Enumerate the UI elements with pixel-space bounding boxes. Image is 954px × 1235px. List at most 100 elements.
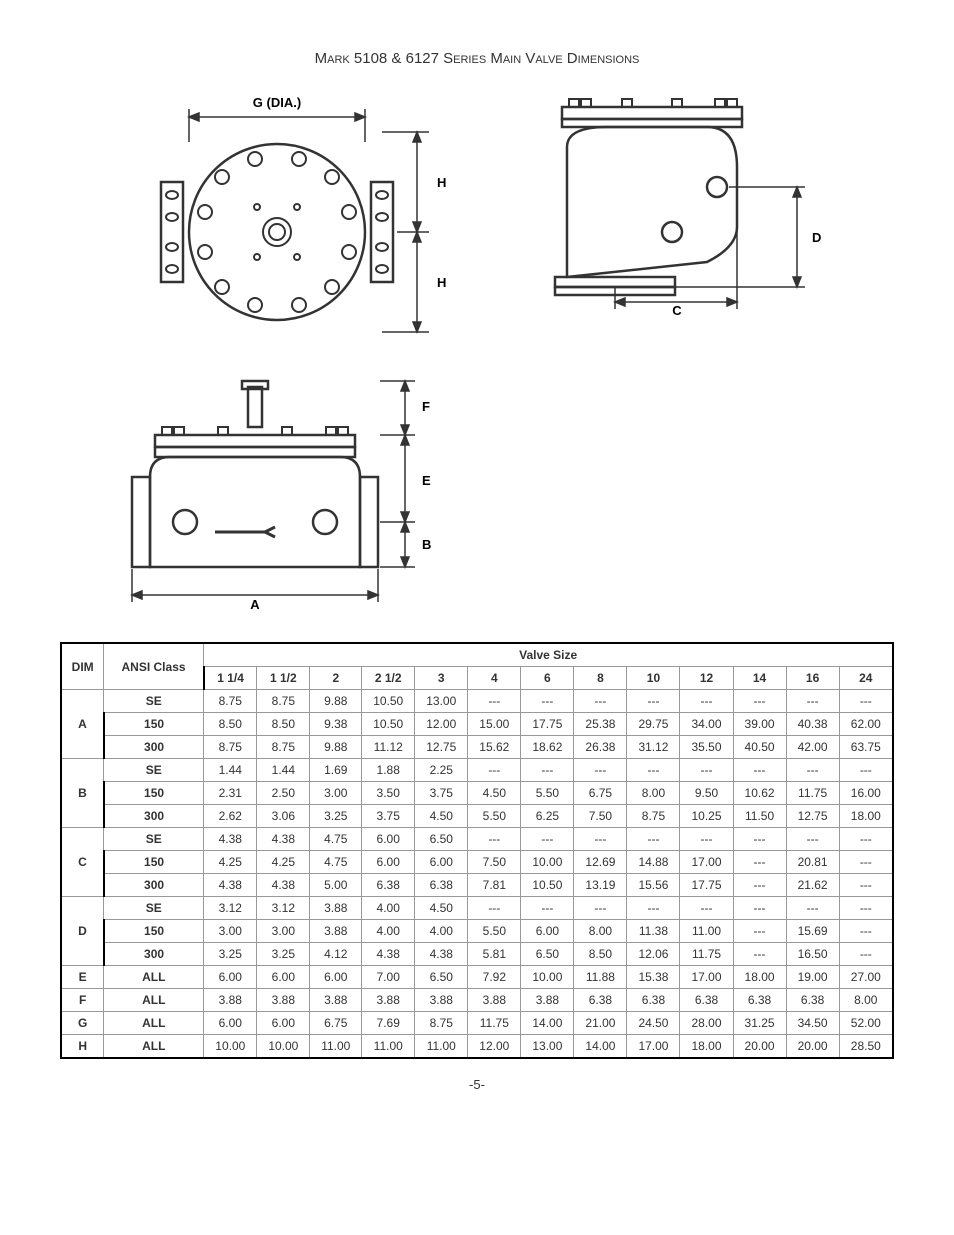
cell-value: --- <box>786 828 839 851</box>
cell-value: 62.00 <box>839 713 893 736</box>
cell-class: SE <box>104 759 204 782</box>
cell-value: --- <box>680 828 733 851</box>
cell-value: --- <box>839 874 893 897</box>
cell-value: 12.75 <box>786 805 839 828</box>
cell-value: 6.50 <box>521 943 574 966</box>
cell-value: 2.62 <box>204 805 257 828</box>
cell-value: 8.50 <box>574 943 627 966</box>
cell-dim: E <box>61 966 104 989</box>
figure-angle-view: C D <box>507 87 837 317</box>
cell-value: 31.25 <box>733 1012 786 1035</box>
cell-value: 3.12 <box>257 897 310 920</box>
cell-value: 11.75 <box>786 782 839 805</box>
header-size: 2 <box>310 667 362 690</box>
cell-value: 5.50 <box>521 782 574 805</box>
figure-top-view: G (DIA.) H H <box>117 87 447 347</box>
cell-value: 10.50 <box>521 874 574 897</box>
cell-value: 6.00 <box>362 828 415 851</box>
cell-value: 3.50 <box>362 782 415 805</box>
cell-class: ALL <box>104 1012 204 1035</box>
cell-value: 3.12 <box>204 897 257 920</box>
cell-value: --- <box>839 828 893 851</box>
cell-value: 21.00 <box>574 1012 627 1035</box>
cell-value: 63.75 <box>839 736 893 759</box>
cell-value: --- <box>733 874 786 897</box>
cell-value: 4.75 <box>310 851 362 874</box>
cell-value: --- <box>839 943 893 966</box>
cell-value: 18.00 <box>680 1035 733 1059</box>
cell-dim: D <box>61 897 104 966</box>
cell-value: --- <box>468 690 521 713</box>
cell-class: 300 <box>104 943 204 966</box>
cell-value: 17.75 <box>521 713 574 736</box>
header-size: 6 <box>521 667 574 690</box>
cell-value: 10.50 <box>362 690 415 713</box>
cell-value: --- <box>839 759 893 782</box>
cell-value: 12.00 <box>415 713 468 736</box>
cell-value: --- <box>839 851 893 874</box>
header-class: ANSI Class <box>104 643 204 690</box>
cell-value: 40.38 <box>786 713 839 736</box>
cell-value: --- <box>521 759 574 782</box>
cell-value: 6.75 <box>310 1012 362 1035</box>
cell-value: 12.75 <box>415 736 468 759</box>
cell-value: 11.75 <box>468 1012 521 1035</box>
cell-value: 4.38 <box>257 874 310 897</box>
cell-value: --- <box>733 690 786 713</box>
header-size: 14 <box>733 667 786 690</box>
cell-value: 6.38 <box>627 989 680 1012</box>
label-d: D <box>812 230 821 245</box>
cell-value: 3.88 <box>310 989 362 1012</box>
cell-value: 18.00 <box>839 805 893 828</box>
cell-dim: C <box>61 828 104 897</box>
cell-value: 17.00 <box>680 966 733 989</box>
cell-value: 12.69 <box>574 851 627 874</box>
page-title: Mark 5108 & 6127 Series Main Valve Dimen… <box>60 50 894 67</box>
cell-value: 7.81 <box>468 874 521 897</box>
cell-value: 3.88 <box>310 897 362 920</box>
cell-value: --- <box>468 828 521 851</box>
header-size: 4 <box>468 667 521 690</box>
cell-value: 11.50 <box>733 805 786 828</box>
cell-value: --- <box>733 851 786 874</box>
cell-dim: G <box>61 1012 104 1035</box>
cell-value: 9.88 <box>310 736 362 759</box>
cell-dim: F <box>61 989 104 1012</box>
cell-value: 6.38 <box>680 989 733 1012</box>
label-b: B <box>422 537 431 552</box>
cell-value: 3.88 <box>257 989 310 1012</box>
cell-value: 4.50 <box>415 805 468 828</box>
cell-value: --- <box>733 897 786 920</box>
cell-value: 3.25 <box>257 943 310 966</box>
page-number: -5- <box>60 1077 894 1092</box>
cell-value: 7.00 <box>362 966 415 989</box>
cell-value: 10.00 <box>204 1035 257 1059</box>
label-c: C <box>672 303 682 317</box>
cell-value: --- <box>786 759 839 782</box>
cell-value: 3.25 <box>204 943 257 966</box>
label-h2: H <box>437 275 446 290</box>
cell-value: 7.69 <box>362 1012 415 1035</box>
cell-value: 7.50 <box>574 805 627 828</box>
cell-value: 21.62 <box>786 874 839 897</box>
cell-value: 4.38 <box>415 943 468 966</box>
cell-value: 9.50 <box>680 782 733 805</box>
cell-value: 6.38 <box>362 874 415 897</box>
cell-value: 6.00 <box>362 851 415 874</box>
cell-value: 15.38 <box>627 966 680 989</box>
cell-value: --- <box>839 690 893 713</box>
cell-value: 4.50 <box>415 897 468 920</box>
cell-value: --- <box>468 897 521 920</box>
cell-value: 3.88 <box>415 989 468 1012</box>
cell-value: 4.38 <box>204 874 257 897</box>
header-size: 2 1/2 <box>362 667 415 690</box>
cell-value: 12.06 <box>627 943 680 966</box>
label-a: A <box>250 597 260 612</box>
cell-value: 4.25 <box>257 851 310 874</box>
header-size: 10 <box>627 667 680 690</box>
cell-value: 26.38 <box>574 736 627 759</box>
cell-value: 8.50 <box>204 713 257 736</box>
cell-value: 4.50 <box>468 782 521 805</box>
cell-dim: A <box>61 690 104 759</box>
cell-value: 2.25 <box>415 759 468 782</box>
